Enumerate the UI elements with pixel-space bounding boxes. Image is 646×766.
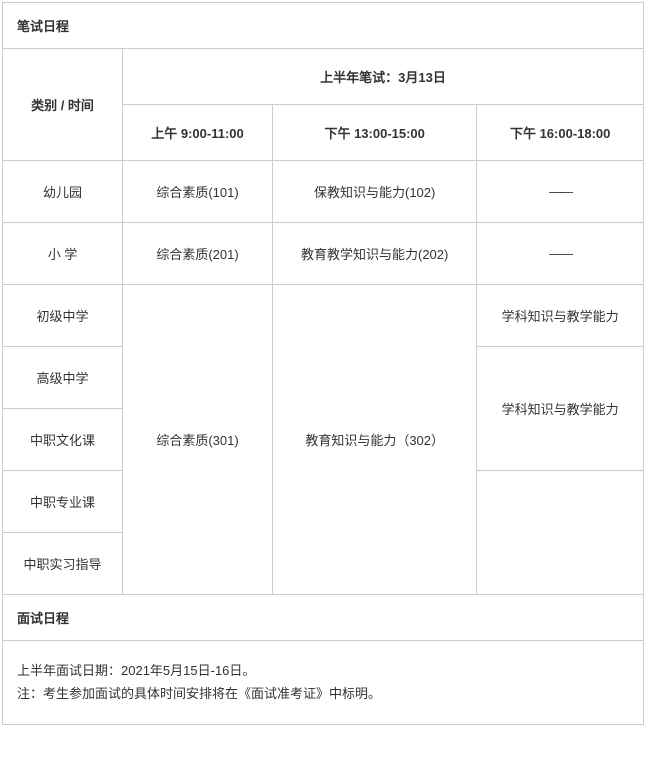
primary-label: 小 学 <box>3 223 123 285</box>
vocational-major-label: 中职专业课 <box>3 471 123 533</box>
merged-morning: 综合素质(301) <box>123 285 273 595</box>
interview-info-cell: 上半年面试日期：2021年5月15日-16日。 注：考生参加面试的具体时间安排将… <box>3 641 644 725</box>
junior-label: 初级中学 <box>3 285 123 347</box>
exam-date-header: 上半年笔试：3月13日 <box>123 49 644 105</box>
interview-date-line: 上半年面试日期：2021年5月15日-16日。 <box>17 659 629 682</box>
primary-morning: 综合素质(201) <box>123 223 273 285</box>
afternoon1-slot: 下午 13:00-15:00 <box>273 105 477 161</box>
merged-afternoon1: 教育知识与能力（302） <box>273 285 477 595</box>
written-section-title: 笔试日程 <box>3 3 644 49</box>
kindergarten-afternoon2: —— <box>477 161 644 223</box>
junior-afternoon2: 学科知识与教学能力 <box>477 285 644 347</box>
kindergarten-row: 幼儿园 综合素质(101) 保教知识与能力(102) —— <box>3 161 644 223</box>
vocational-intern-label: 中职实习指导 <box>3 533 123 595</box>
kindergarten-morning: 综合素质(101) <box>123 161 273 223</box>
afternoon2-slot: 下午 16:00-18:00 <box>477 105 644 161</box>
primary-afternoon1: 教育教学知识与能力(202) <box>273 223 477 285</box>
top-header-row: 类别 / 时间 上半年笔试：3月13日 <box>3 49 644 105</box>
vocational-afternoon2-blank <box>477 471 644 595</box>
interview-note-line: 注：考生参加面试的具体时间安排将在《面试准考证》中标明。 <box>17 682 629 705</box>
primary-row: 小 学 综合素质(201) 教育教学知识与能力(202) —— <box>3 223 644 285</box>
exam-schedule-table: 笔试日程 类别 / 时间 上半年笔试：3月13日 上午 9:00-11:00 下… <box>2 2 644 725</box>
written-section-header-row: 笔试日程 <box>3 3 644 49</box>
category-time-header: 类别 / 时间 <box>3 49 123 161</box>
junior-row: 初级中学 综合素质(301) 教育知识与能力（302） 学科知识与教学能力 <box>3 285 644 347</box>
vocational-culture-label: 中职文化课 <box>3 409 123 471</box>
interview-section-title: 面试日程 <box>3 595 644 641</box>
morning-slot: 上午 9:00-11:00 <box>123 105 273 161</box>
interview-section-header-row: 面试日程 <box>3 595 644 641</box>
kindergarten-label: 幼儿园 <box>3 161 123 223</box>
interview-info-row: 上半年面试日期：2021年5月15日-16日。 注：考生参加面试的具体时间安排将… <box>3 641 644 725</box>
senior-vocational-afternoon2: 学科知识与教学能力 <box>477 347 644 471</box>
primary-afternoon2: —— <box>477 223 644 285</box>
senior-label: 高级中学 <box>3 347 123 409</box>
kindergarten-afternoon1: 保教知识与能力(102) <box>273 161 477 223</box>
